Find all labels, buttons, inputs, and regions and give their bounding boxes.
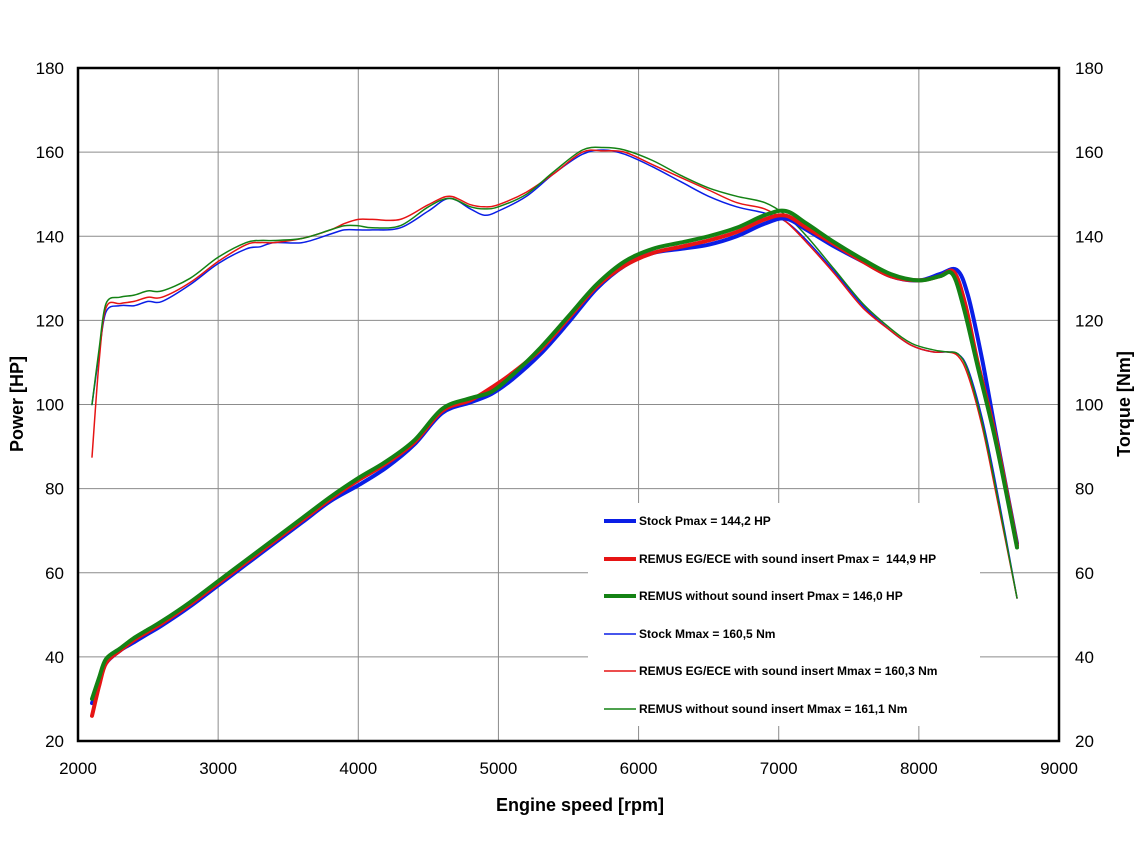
legend-label-stock-torque: Stock Mmax = 160,5 Nm — [639, 627, 775, 641]
axis-ticks: 2000 3000 4000 5000 6000 7000 8000 9000 20 20 40 40… — [36, 59, 1104, 778]
x-tick-label: 5000 — [480, 759, 518, 778]
series-layer — [90, 146, 1019, 718]
y-tick-label-right: 80 — [1075, 480, 1094, 499]
y-tick-label-right: 140 — [1075, 227, 1103, 246]
grid-lines — [78, 68, 1059, 741]
y-axis-title-left: Power [HP] — [7, 356, 27, 452]
y-tick-label-left: 20 — [45, 732, 64, 751]
legend-box — [588, 503, 980, 726]
series-line-5 — [91, 146, 1018, 599]
legend-label-stock-power: Stock Pmax = 144,2 HP — [639, 514, 771, 528]
y-tick-label-left: 160 — [36, 143, 64, 162]
x-tick-label: 3000 — [199, 759, 237, 778]
y-tick-label-right: 20 — [1075, 732, 1094, 751]
y-tick-label-right: 40 — [1075, 648, 1094, 667]
legend: Stock Pmax = 144,2 HP REMUS EG/ECE with … — [588, 503, 980, 726]
x-tick-label: 7000 — [760, 759, 798, 778]
y-tick-label-right: 180 — [1075, 59, 1103, 78]
legend-label-remus-sound-power: REMUS EG/ECE with sound insert Pmax = 14… — [639, 552, 936, 566]
y-tick-label-right: 100 — [1075, 396, 1103, 415]
y-tick-label-left: 120 — [36, 311, 64, 330]
series-line-2 — [90, 208, 1019, 701]
y-tick-label-right: 60 — [1075, 564, 1094, 583]
x-tick-label: 6000 — [620, 759, 658, 778]
plot-frame — [76, 66, 1061, 743]
y-tick-label-left: 80 — [45, 480, 64, 499]
y-tick-label-left: 60 — [45, 564, 64, 583]
y-tick-label-left: 40 — [45, 648, 64, 667]
legend-label-remus-nosound-power: REMUS without sound insert Pmax = 146,0 … — [639, 589, 903, 603]
y-tick-label-left: 140 — [36, 227, 64, 246]
x-tick-label: 9000 — [1040, 759, 1078, 778]
y-tick-label-right: 160 — [1075, 143, 1103, 162]
legend-label-remus-sound-torque: REMUS EG/ECE with sound insert Mmax = 16… — [639, 664, 937, 678]
series-line-4 — [91, 149, 1018, 599]
x-axis-title: Engine speed [rpm] — [496, 795, 664, 815]
y-tick-label-left: 180 — [36, 59, 64, 78]
x-tick-label: 8000 — [900, 759, 938, 778]
x-tick-label: 4000 — [339, 759, 377, 778]
y-tick-label-right: 120 — [1075, 311, 1103, 330]
legend-label-remus-nosound-torque: REMUS without sound insert Mmax = 161,1 … — [639, 702, 907, 716]
x-tick-label: 2000 — [59, 759, 97, 778]
y-tick-label-left: 100 — [36, 396, 64, 415]
y-axis-title-right: Torque [Nm] — [1114, 351, 1134, 457]
